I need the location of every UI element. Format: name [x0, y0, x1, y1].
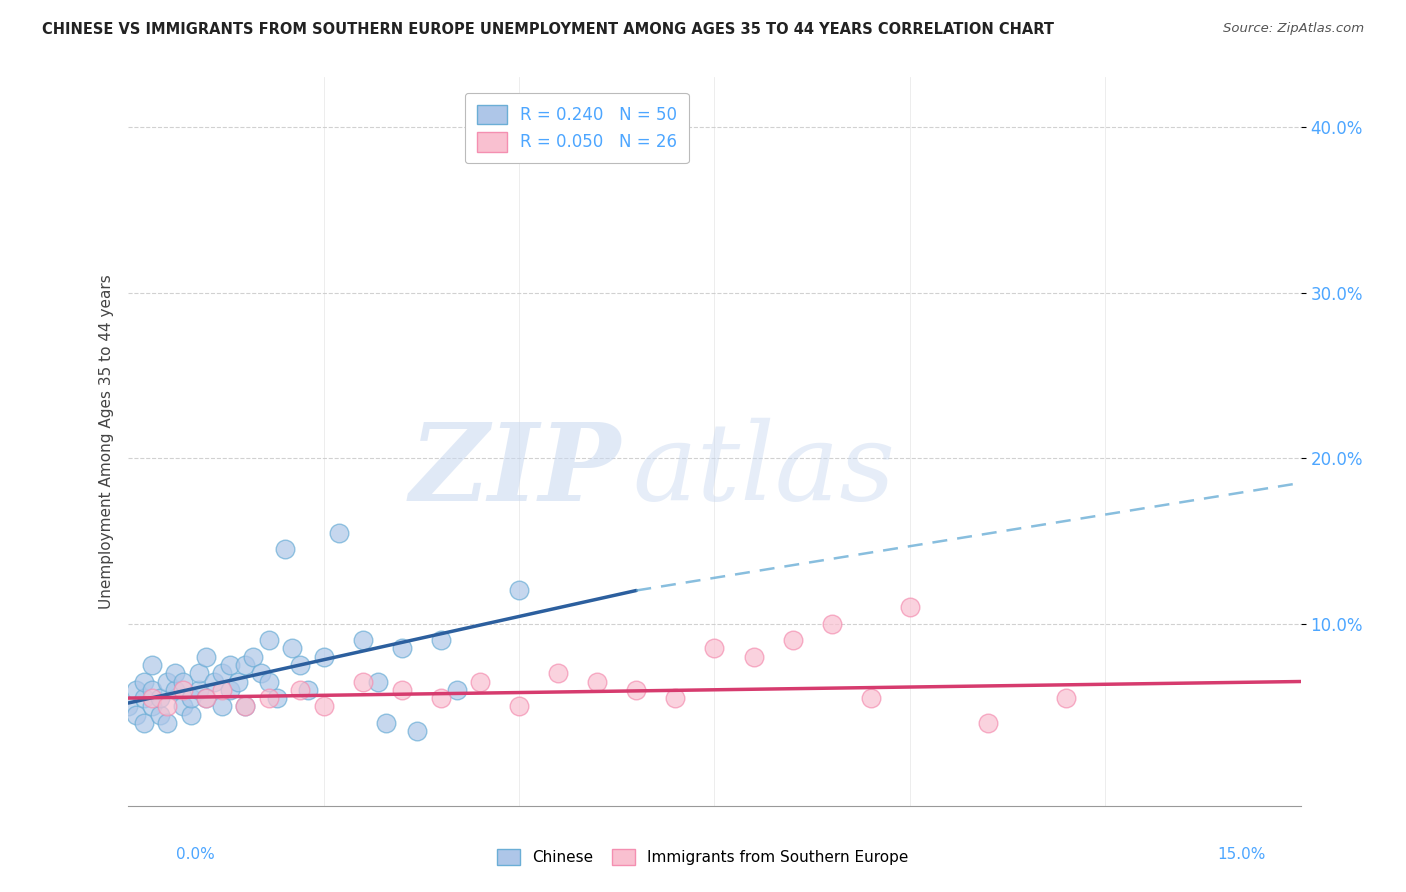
Text: ZIP: ZIP: [409, 417, 620, 524]
Point: [235, 699, 257, 714]
Point: [468, 674, 491, 689]
Point: [187, 666, 209, 681]
Point: [250, 666, 273, 681]
Point: [446, 682, 468, 697]
Point: [125, 707, 148, 722]
Point: [141, 682, 163, 697]
Point: [391, 641, 413, 656]
Point: [406, 724, 429, 739]
Point: [156, 674, 179, 689]
Point: [257, 633, 280, 648]
Point: [211, 699, 233, 714]
Point: [172, 682, 194, 697]
Point: [211, 666, 233, 681]
Point: [195, 649, 218, 664]
Point: [235, 699, 257, 714]
Point: [187, 682, 209, 697]
Point: [312, 649, 335, 664]
Point: [242, 649, 264, 664]
Point: [898, 600, 921, 615]
Point: [226, 674, 249, 689]
Point: [180, 691, 202, 706]
Point: [257, 674, 280, 689]
Point: [172, 699, 194, 714]
Point: [125, 682, 148, 697]
Legend: Chinese, Immigrants from Southern Europe: Chinese, Immigrants from Southern Europe: [491, 843, 915, 871]
Point: [626, 682, 648, 697]
Point: [297, 682, 319, 697]
Point: [148, 691, 170, 706]
Point: [352, 674, 374, 689]
Point: [195, 691, 218, 706]
Point: [312, 699, 335, 714]
Point: [180, 707, 202, 722]
Point: [290, 657, 312, 672]
Point: [703, 641, 725, 656]
Text: CHINESE VS IMMIGRANTS FROM SOUTHERN EUROPE UNEMPLOYMENT AMONG AGES 35 TO 44 YEAR: CHINESE VS IMMIGRANTS FROM SOUTHERN EURO…: [42, 22, 1054, 37]
Point: [211, 682, 233, 697]
Point: [156, 715, 179, 730]
Text: Source: ZipAtlas.com: Source: ZipAtlas.com: [1223, 22, 1364, 36]
Point: [977, 715, 1000, 730]
Point: [430, 691, 453, 706]
Point: [172, 674, 194, 689]
Point: [132, 691, 155, 706]
Point: [664, 691, 686, 706]
Point: [235, 657, 257, 672]
Point: [375, 715, 398, 730]
Text: atlas: atlas: [633, 418, 896, 524]
Point: [1054, 691, 1077, 706]
Point: [257, 691, 280, 706]
Point: [821, 616, 844, 631]
Point: [508, 583, 530, 598]
Point: [266, 691, 288, 706]
Point: [141, 691, 163, 706]
Point: [273, 542, 295, 557]
Point: [859, 691, 882, 706]
Legend: R = 0.240   N = 50, R = 0.050   N = 26: R = 0.240 N = 50, R = 0.050 N = 26: [465, 93, 689, 163]
Point: [165, 682, 187, 697]
Point: [218, 657, 240, 672]
Point: [132, 715, 155, 730]
Text: 0.0%: 0.0%: [176, 847, 215, 863]
Point: [141, 657, 163, 672]
Point: [148, 707, 170, 722]
Point: [352, 633, 374, 648]
Point: [328, 525, 350, 540]
Point: [391, 682, 413, 697]
Point: [430, 633, 453, 648]
Point: [281, 641, 304, 656]
Point: [586, 674, 609, 689]
Point: [508, 699, 530, 714]
Text: 15.0%: 15.0%: [1218, 847, 1265, 863]
Point: [782, 633, 804, 648]
Point: [165, 666, 187, 681]
Point: [202, 674, 225, 689]
Point: [117, 699, 139, 714]
Point: [742, 649, 765, 664]
Point: [132, 674, 155, 689]
Point: [367, 674, 389, 689]
Point: [290, 682, 312, 697]
Point: [156, 699, 179, 714]
Point: [218, 682, 240, 697]
Point: [547, 666, 569, 681]
Y-axis label: Unemployment Among Ages 35 to 44 years: Unemployment Among Ages 35 to 44 years: [100, 274, 114, 609]
Point: [195, 691, 218, 706]
Point: [141, 699, 163, 714]
